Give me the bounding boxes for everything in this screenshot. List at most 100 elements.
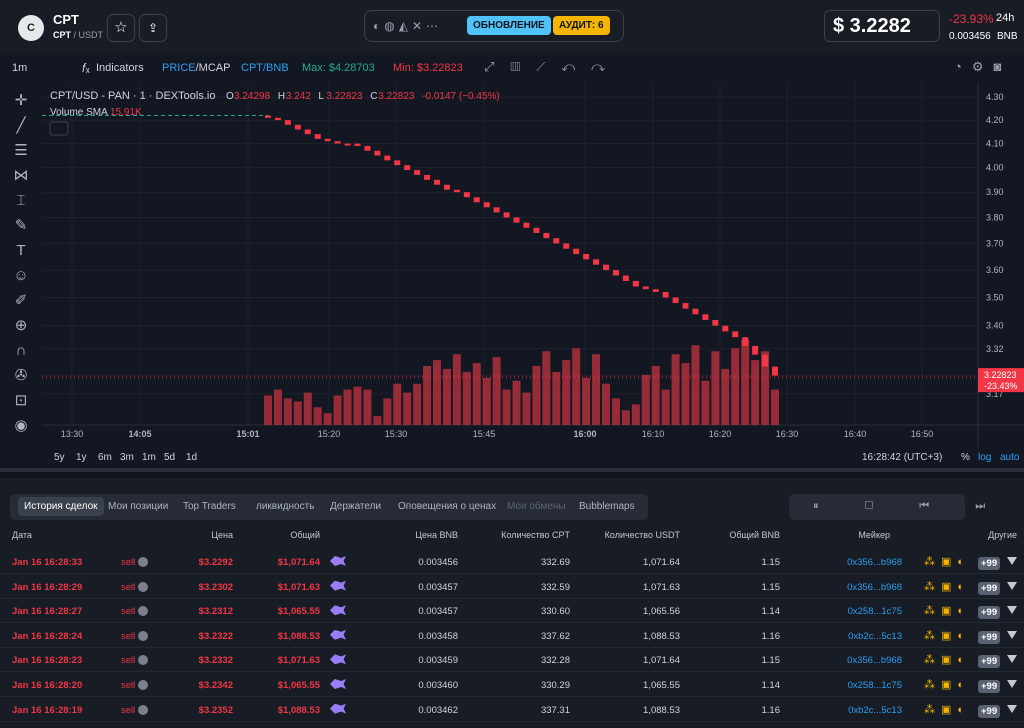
action-icons[interactable]: ⁂▣◐ [924, 703, 971, 716]
column-header[interactable]: Количество USDT [604, 530, 680, 540]
candle [384, 155, 391, 161]
volume-bar [264, 395, 272, 425]
more-badge[interactable]: +99 [978, 630, 1001, 644]
trade-total: $1,071.63 [277, 655, 320, 667]
maker-address[interactable]: 0x356...b968 [847, 655, 902, 667]
chart-toolbar: 1m 𝑓ₓ Indicators PRICE/MCAP CPT/BNB Max:… [0, 55, 1024, 82]
filter-icon[interactable] [1007, 581, 1017, 590]
update-button[interactable]: ОБНОВЛЕНИЕ [467, 16, 551, 35]
action-icons[interactable]: ⁂▣◐ [924, 629, 971, 642]
column-header[interactable]: Мейкер [858, 530, 890, 540]
tab[interactable]: Top Traders [183, 501, 236, 512]
range-button[interactable]: 1y [76, 452, 87, 463]
settings-icons[interactable]: ◔⚙◙ [954, 59, 1012, 74]
maker-address[interactable]: 0xb2c...5c13 [848, 630, 902, 642]
range-button[interactable]: 5y [54, 452, 65, 463]
share-button[interactable]: ⇪ [139, 14, 167, 42]
range-button[interactable]: 1m [142, 452, 156, 463]
maker-address[interactable]: 0xb2c...5c13 [848, 704, 902, 716]
interval[interactable]: 1m [12, 62, 28, 74]
maker-address[interactable]: 0x356...b968 [847, 581, 902, 593]
tab[interactable]: История сделок [18, 497, 104, 516]
filter-icon[interactable] [1007, 606, 1017, 615]
maker-address[interactable]: 0x258...1c75 [847, 680, 902, 691]
trade-price: $3.2302 [198, 581, 233, 593]
filter-icon[interactable] [1007, 680, 1017, 688]
column-header[interactable]: Количество CPT [501, 530, 570, 540]
price-mcap[interactable]: PRICE/MCAP [162, 62, 230, 74]
range-button[interactable]: 5d [164, 452, 176, 463]
candle [583, 254, 590, 260]
candle [662, 291, 669, 298]
trade-price: $3.2332 [198, 655, 233, 667]
range-button[interactable]: 6m [98, 452, 112, 463]
maker-address[interactable]: 0x356...b968 [847, 557, 902, 568]
more-badge[interactable]: +99 [978, 606, 1001, 620]
row-divider [0, 671, 1024, 673]
favorite-button[interactable]: ☆ [107, 14, 135, 42]
trade-total: $1,071.64 [277, 557, 320, 568]
volume-bar [502, 389, 511, 425]
more-badge[interactable]: +99 [978, 655, 1001, 669]
resize-handle[interactable] [0, 468, 1024, 472]
maker-address[interactable]: 0x258...1c75 [847, 606, 902, 618]
volume-bar [641, 374, 650, 425]
tab[interactable]: Держатели [330, 501, 382, 512]
action-icons[interactable]: ⁂▣◐ [924, 679, 971, 691]
auto-toggle[interactable]: auto [1000, 452, 1020, 463]
tab[interactable]: Мои позиции [108, 501, 169, 512]
filter-icon[interactable] [1007, 704, 1017, 713]
more-badge[interactable]: +99 [978, 680, 1001, 693]
audit-button[interactable]: АУДИТ: 6 [553, 16, 610, 35]
filter-icon[interactable] [1007, 655, 1017, 664]
column-header[interactable]: Цена [211, 530, 233, 540]
action-icons[interactable]: ⁂▣◐ [924, 580, 971, 593]
social-icons[interactable]: ◐◍◭✕⋯ [373, 19, 443, 33]
tab[interactable]: Мои обмены [507, 501, 566, 512]
candle [493, 207, 500, 213]
candle [483, 202, 490, 208]
more-badge[interactable]: +99 [978, 581, 1001, 595]
filter-icon[interactable] [1007, 630, 1017, 639]
volume-bar [313, 407, 322, 425]
volume-bar [323, 413, 332, 425]
tab[interactable]: Bubblemaps [579, 501, 635, 512]
column-header[interactable]: Другие [988, 530, 1017, 540]
volume-value: 15.91K [110, 107, 142, 118]
indicators[interactable]: Indicators [96, 62, 144, 74]
pair-base: CPT [53, 30, 71, 40]
column-header[interactable]: Общий [290, 530, 320, 540]
tab[interactable]: ликвидность [256, 501, 315, 512]
pair-toggle[interactable]: CPT/BNB [241, 62, 289, 74]
action-icons[interactable]: ⁂▣◐ [924, 556, 971, 568]
amount-cpt: 332.59 [540, 581, 570, 593]
collapse-button[interactable] [49, 121, 69, 136]
more-badge[interactable]: +99 [978, 557, 1001, 570]
sell-icon [138, 557, 148, 567]
tab[interactable]: Оповещения о ценах [398, 501, 497, 512]
legend-key: L [318, 91, 324, 102]
amount-usdt: 1,088.53 [643, 704, 680, 716]
drawing-tools[interactable]: ✛ ╱ ☰ ⋈ ⌶ ✎ T ☺ ✐ ⊕ ∩ ✇ ⊡ ◉ [13, 92, 29, 434]
column-header[interactable]: Общий BNB [729, 530, 780, 540]
y-tick-label: 3.80 [986, 212, 1004, 222]
amount-usdt: 1,065.56 [643, 606, 680, 618]
column-header[interactable]: Цена BNB [415, 530, 458, 540]
range-button[interactable]: 3m [120, 452, 134, 463]
volume-bar [711, 351, 720, 425]
fish-icon [330, 605, 346, 616]
toolbar-icons[interactable]: ⤢▥⟋↶↷ [484, 59, 622, 74]
row-divider [0, 597, 1024, 599]
column-header[interactable]: Дата [12, 530, 32, 540]
more-badge[interactable]: +99 [978, 704, 1001, 718]
range-button[interactable]: 1d [186, 452, 198, 463]
percent-toggle[interactable]: % [961, 452, 970, 463]
log-toggle[interactable]: log [978, 452, 992, 463]
playback-controls[interactable]: ⏸▢⏮⏭ [789, 494, 985, 520]
candle [463, 192, 470, 198]
action-icons[interactable]: ⁂▣◐ [924, 654, 971, 667]
price-chart: 4.30 4.20 4.10 4.00 3.90 3.80 3.70 3.60 3.50 3.40… [42, 82, 1024, 447]
candle [324, 138, 331, 142]
filter-icon[interactable] [1007, 557, 1017, 565]
action-icons[interactable]: ⁂▣◐ [924, 605, 971, 618]
